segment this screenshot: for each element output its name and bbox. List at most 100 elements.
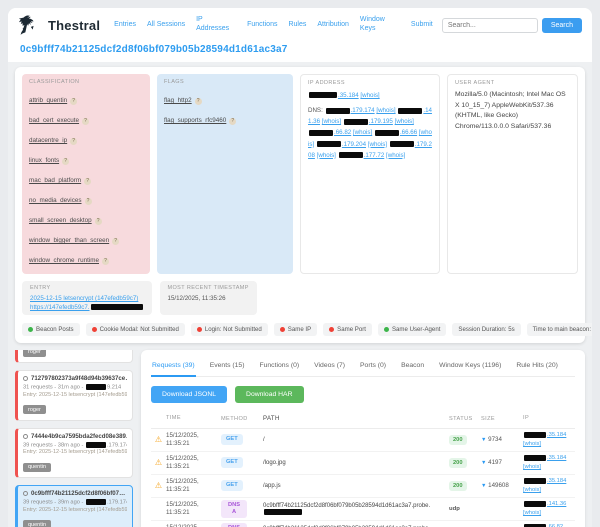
column-header-time: TIME — [166, 415, 181, 422]
green-dot-icon — [28, 327, 33, 332]
classification-link-window-bigger-than-screen[interactable]: window_bigger_than_screen — [29, 237, 110, 244]
help-icon[interactable]: ? — [70, 138, 78, 145]
ip-link[interactable]: .35.184 — [547, 455, 567, 462]
dns-ip-link[interactable]: .66.66 — [399, 129, 418, 137]
nav-item-all-sessions[interactable]: All Sessions — [146, 20, 186, 28]
dns-ip-link[interactable]: .179.208 — [308, 140, 432, 159]
classification-link-linux-fonts[interactable]: linux_fonts — [29, 157, 60, 164]
status-value: 200 — [449, 434, 467, 445]
flags-item: flag_supports_rfc9460? — [164, 109, 286, 127]
table-row[interactable]: ⚠ 15/12/2025, 11:35:21 GET/logo.jpg 200 ▼ 419… — [151, 452, 575, 475]
tab-videos-7[interactable]: Videos (7) — [314, 362, 345, 369]
dns-ip-link[interactable]: .179.204 — [341, 140, 367, 148]
classification-link-small-screen-desktop[interactable]: small_screen_desktop — [29, 217, 92, 224]
ip-address-panel: IP ADDRESS .35.184 [whois] DNS: .179.174… — [300, 74, 440, 274]
status-badge: Same Port — [323, 323, 372, 336]
classification-link-window-chrome-runtime[interactable]: window_chrome_runtime — [29, 257, 99, 264]
session-card[interactable]: 712797802373a9f48d94b39637ce… 31 requests… — [15, 370, 133, 421]
classification-item: linux_fonts? — [29, 149, 143, 167]
ip-link[interactable]: .66.82 — [547, 524, 563, 527]
help-icon[interactable]: ? — [94, 218, 102, 225]
tab-beacon[interactable]: Beacon — [401, 362, 425, 369]
nav-item-rules[interactable]: Rules — [288, 20, 307, 28]
whois-link[interactable]: [whois] — [523, 486, 542, 493]
flags-link-flag-supports-rfc9460[interactable]: flag_supports_rfc9460 — [164, 117, 227, 124]
tab-rule-hits-20[interactable]: Rule Hits (20) — [516, 362, 558, 369]
whois-link[interactable]: [whois] — [523, 509, 542, 516]
entry-link[interactable]: 2025-12-15 letsencrypt (147efedb59c7) — [30, 295, 139, 302]
whois-link[interactable]: [whois] — [523, 440, 542, 447]
session-hash-title[interactable]: 0c9bfff74b21125dcf2d8f06bf079b05b28594d1… — [20, 44, 288, 55]
dns-ip-link[interactable]: .66.82 — [334, 129, 352, 137]
flags-link-flag-http2[interactable]: flag_http2 — [164, 97, 192, 104]
download-jsonl-button[interactable]: Download JSONL — [151, 386, 228, 403]
help-icon[interactable]: ? — [84, 198, 92, 205]
help-icon[interactable]: ? — [62, 158, 70, 165]
session-card-header: 712797802373a9f48d94b39637ce… — [23, 375, 127, 382]
whois-link[interactable]: [whois] — [316, 151, 336, 159]
session-card[interactable]: 0c9bfff74b21125dcf2d8f06bf07… 39 requests… — [15, 485, 133, 527]
tab-bar: Requests (39) Events (15) Functions (0) Vid… — [151, 357, 575, 377]
help-icon[interactable]: ? — [84, 178, 92, 185]
help-icon[interactable]: ? — [82, 118, 90, 125]
tab-window-keys-1196[interactable]: Window Keys (1196) — [439, 362, 502, 369]
whois-link[interactable]: [whois] — [360, 92, 380, 99]
table-row[interactable]: ⚠ 15/12/2025, 11:35:21 GET/app.js 200 ▼ 14960… — [151, 475, 575, 498]
help-icon[interactable]: ? — [102, 258, 109, 265]
whois-link[interactable]: [whois] — [321, 118, 342, 126]
search-button[interactable]: Search — [541, 17, 582, 33]
classification-link-mac-bad-platform[interactable]: mac_bad_platform — [29, 177, 82, 184]
warning-icon: ⚠ — [154, 481, 163, 491]
help-icon[interactable]: ? — [112, 238, 120, 245]
whois-link[interactable]: [whois] — [523, 463, 542, 470]
status-badge: Login: Not Submitted — [190, 323, 268, 336]
dns-ip-link[interactable]: .179.174 — [350, 107, 375, 115]
tab-functions-0[interactable]: Functions (0) — [259, 362, 300, 369]
dns-ip-link[interactable]: .179.195 — [368, 118, 393, 126]
download-har-button[interactable]: Download HAR — [235, 386, 304, 403]
dns-ip-link[interactable]: .141.36 — [308, 107, 432, 126]
timestamp-title: MOST RECENT TIMESTAMP — [167, 285, 249, 291]
nav-item-window-keys[interactable]: Window Keys — [359, 16, 385, 32]
whois-link[interactable]: [whois] — [386, 151, 406, 159]
ip-link[interactable]: .35.184 — [547, 432, 567, 439]
ip-link[interactable]: .141.36 — [547, 501, 567, 508]
search-input[interactable] — [441, 17, 538, 33]
help-icon[interactable]: ? — [194, 98, 202, 105]
whois-link[interactable]: [whois] — [352, 129, 373, 137]
nav-item-entries[interactable]: Entries — [114, 20, 136, 28]
tab-ports-0[interactable]: Ports (0) — [360, 362, 387, 369]
whois-link[interactable]: [whois] — [376, 107, 396, 115]
help-icon[interactable]: ? — [70, 98, 78, 105]
ip-cell: .141.36 [whois] — [523, 500, 575, 517]
main-nav: Entries All Sessions IP Addresses Functions… — [114, 16, 434, 34]
classification-link-bad-cert-execute[interactable]: bad_cert_execute — [29, 117, 80, 124]
help-icon[interactable]: ? — [229, 118, 237, 125]
nav-item-ip-addresses[interactable]: IP Addresses — [196, 16, 230, 32]
classification-link-datacentre-ip[interactable]: datacentre_ip — [29, 137, 68, 144]
tab-requests-39[interactable]: Requests (39) — [151, 357, 196, 377]
method-badge: DNS HTTPS — [221, 522, 247, 527]
whois-link[interactable]: [whois] — [394, 118, 414, 126]
nav-item-functions[interactable]: Functions — [247, 20, 278, 28]
ip-link[interactable]: .35.184 — [338, 92, 359, 99]
dns-ip-link[interactable]: .177.72 — [363, 151, 385, 159]
status-badge-label: Same User-Agent — [391, 326, 441, 333]
redaction-box — [309, 129, 333, 136]
red-dot-icon — [329, 327, 335, 332]
session-card[interactable]: roger — [15, 350, 133, 363]
session-card[interactable]: 7444e4b9ca7595bda2fecd08e389… 39 requests… — [15, 427, 133, 478]
nav-item-submit[interactable]: Submit — [410, 20, 433, 28]
entry-url-link[interactable]: https://147efedb59c7. — [30, 304, 90, 311]
table-row[interactable]: ⚠ 15/12/2025, 11:35:21 GET / 200 ▼ 9734 .35.184… — [151, 429, 575, 452]
tab-events-15[interactable]: Events (15) — [209, 362, 245, 369]
nav-item-attribution[interactable]: Attribution — [317, 20, 349, 28]
classification-link-no-media-devices[interactable]: no_media_devices — [29, 197, 82, 204]
ip-link[interactable]: .35.184 — [547, 478, 567, 485]
table-row[interactable]: 15/12/2025, 11:35:21 DNS A 0c9bfff74b21125d… — [151, 498, 575, 521]
whois-link[interactable]: [whois] — [367, 140, 388, 148]
classification-link-attrib-quentin[interactable]: attrib_quentin — [29, 97, 68, 104]
whois-link[interactable]: [whois] — [308, 129, 432, 148]
warning-icon: ⚠ — [154, 458, 163, 468]
